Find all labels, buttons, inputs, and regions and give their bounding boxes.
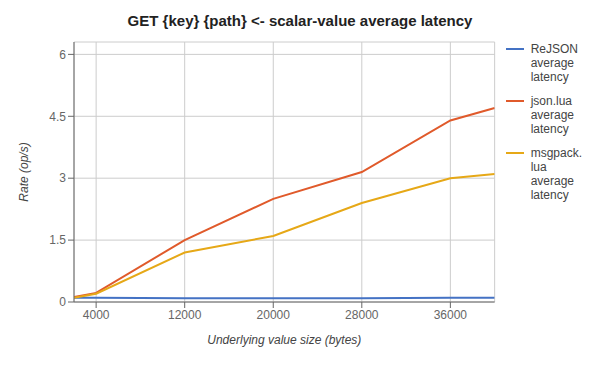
svg-text:4.5: 4.5 [49, 110, 66, 124]
svg-text:28000: 28000 [345, 308, 379, 322]
svg-text:Rate (op/s): Rate (op/s) [17, 142, 31, 201]
svg-text:1.5: 1.5 [49, 233, 66, 247]
svg-text:36000: 36000 [434, 308, 468, 322]
svg-text:0: 0 [59, 295, 66, 309]
html-text:GET {key} {path} <- scalar-val: GET {key} {path} <- scalar-value average… [127, 12, 473, 29]
svg-text:12000: 12000 [168, 308, 202, 322]
html-text:msgpack. lua average latency: msgpack. lua average latency [530, 146, 582, 202]
svg-text:20000: 20000 [257, 308, 291, 322]
html-text:json.lua average latency: json.lua average latency [530, 94, 574, 136]
svg-text:4000: 4000 [83, 308, 110, 322]
svg-text:6: 6 [59, 48, 66, 62]
svg-text:Underlying value size (bytes): Underlying value size (bytes) [207, 333, 361, 347]
svg-text:3: 3 [59, 171, 66, 185]
html-text:ReJSON average latency: ReJSON average latency [530, 42, 578, 84]
